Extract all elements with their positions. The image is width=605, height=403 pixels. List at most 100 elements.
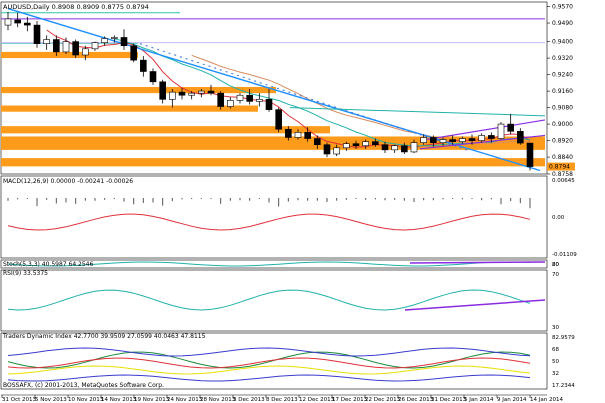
candle-body-46	[449, 139, 456, 142]
support-zone-3	[1, 126, 330, 134]
time-label-6: 28 Nov 2013	[200, 397, 236, 403]
price-tick-label-0: 0.9570	[552, 4, 573, 11]
candle-body-17	[169, 91, 176, 100]
tdi-blue-lower-line	[7, 374, 531, 382]
candle-body-14	[140, 59, 147, 72]
price-tick-label-4: 0.9240	[552, 72, 573, 79]
time-label-9: 12 Dec 2013	[299, 397, 335, 403]
time-label-10: 17 Dec 2013	[332, 397, 368, 403]
indicator-tick-2-0: 70	[552, 272, 559, 278]
time-label-1: 5 Nov 2013	[35, 397, 67, 403]
candle-body-30	[294, 132, 302, 138]
indicator-tick-3-1: 68	[552, 347, 559, 353]
indicator-lines	[7, 198, 546, 382]
price-panel-title: AUDUSD,Daily 0.8908 0.8909 0.8775 0.8794	[3, 3, 149, 11]
price-tick-label-1: 0.9490	[552, 20, 573, 27]
candle-body-18	[178, 91, 186, 96]
time-label-2: 10 Nov 2013	[68, 397, 104, 403]
candle-body-32	[314, 138, 321, 146]
candle-body-38	[372, 141, 379, 146]
stoch-trendline	[409, 261, 546, 264]
price-tick-label-3: 0.9320	[552, 55, 573, 62]
trendline-dotted	[139, 43, 471, 152]
panel-frame-1	[0, 175, 548, 259]
candle-body-9	[91, 42, 99, 50]
time-label-3: 14 Nov 2013	[101, 397, 137, 403]
indicator-tick-0-0: 0.00645	[552, 178, 575, 184]
time-label-12: 26 Dec 2013	[398, 397, 434, 403]
rsi-line	[7, 289, 531, 311]
indicator-tick-1-0: 80	[552, 262, 559, 268]
flat-line	[289, 107, 546, 117]
candle-body-13	[130, 45, 137, 61]
time-label-7: 3 Dec 2013	[233, 397, 265, 403]
candle-body-53	[517, 131, 524, 144]
candle-body-4	[43, 39, 50, 44]
candle-body-23	[227, 100, 234, 107]
panel-frames	[0, 1, 548, 396]
support-zone-1	[1, 86, 276, 94]
candle-body-7	[72, 41, 79, 56]
candle-body-19	[188, 92, 195, 96]
candle-body-44	[430, 137, 437, 143]
candle-body-50	[488, 135, 495, 139]
indicator-tick-3-4: 17.2344	[552, 383, 575, 389]
indicator-tick-1-1: 20	[552, 262, 559, 268]
candle-body-49	[478, 135, 485, 141]
price-tick-label-5: 0.9160	[552, 88, 573, 95]
indicator-tick-3-0: 82.9579	[552, 335, 575, 341]
price-axis: 0.9570 0.9490 0.9400 0.9320 0.9240 0.9160 0.90…	[547, 4, 577, 389]
candle-body-22	[217, 92, 224, 107]
panel-frame-4	[0, 332, 548, 390]
candle-body-27	[265, 99, 273, 110]
tdi-blue-line	[7, 347, 531, 357]
candle-body-36	[352, 143, 360, 147]
candle-body-24	[236, 94, 244, 101]
rsi-trendline	[404, 299, 546, 311]
candle-body-16	[159, 81, 166, 100]
last-price-box	[547, 162, 575, 171]
candle-body-35	[343, 143, 350, 149]
tdi-yellow-line	[7, 365, 531, 375]
candle-body-51	[497, 123, 505, 139]
candle-body-45	[439, 139, 447, 143]
candle-body-8	[82, 48, 89, 56]
macd-panel-title: MACD(12,26,9) 0.00000 -0.00241 -0.00026	[3, 178, 133, 185]
time-label-15: 9 Jan 2014	[497, 397, 527, 403]
indicator-tick-0-2: -0.01109	[552, 252, 577, 258]
candle-body-28	[275, 109, 282, 130]
time-label-14: 5 Jan 2014	[464, 397, 494, 403]
candle-body-37	[362, 141, 369, 147]
candles	[4, 11, 534, 171]
candle-body-31	[304, 132, 311, 139]
tdi-panel-title: Traders Dynamic Index 42.7700 39.9509 27…	[2, 333, 206, 340]
candle-body-43	[420, 137, 427, 143]
indicator-tick-0-1: 0.00	[552, 215, 565, 221]
stoch-panel-title: Stoch(5,3,3) 40.5987 64.2546	[3, 261, 94, 268]
macd-signal-line	[7, 213, 531, 231]
support-zone-2	[1, 105, 258, 112]
panel-frame-3	[0, 269, 548, 332]
rsi-panel-title: RSI(9) 33.5375	[3, 270, 48, 277]
candle-body-12	[120, 37, 128, 47]
candle-body-11	[111, 37, 118, 39]
channel-upper	[419, 119, 546, 142]
indicator-tick-3-3: 32	[552, 371, 559, 377]
price-overlays	[7, 7, 546, 172]
trendline-down	[7, 7, 541, 172]
candle-body-33	[323, 144, 331, 155]
indicator-tick-2-1: 30	[552, 325, 559, 331]
support-zone-0	[1, 51, 138, 59]
candle-body-21	[207, 90, 215, 94]
candle-body-52	[507, 123, 514, 132]
candle-body-1	[14, 19, 21, 24]
price-tick-label-8: 0.8920	[552, 138, 573, 145]
candle-body-47	[459, 138, 466, 142]
price-tick-label-10: 0.8758	[552, 171, 573, 178]
candle-body-0	[4, 18, 12, 26]
candle-body-29	[285, 128, 292, 138]
candle-body-39	[381, 144, 389, 151]
price-tick-label-2: 0.9400	[552, 39, 573, 46]
